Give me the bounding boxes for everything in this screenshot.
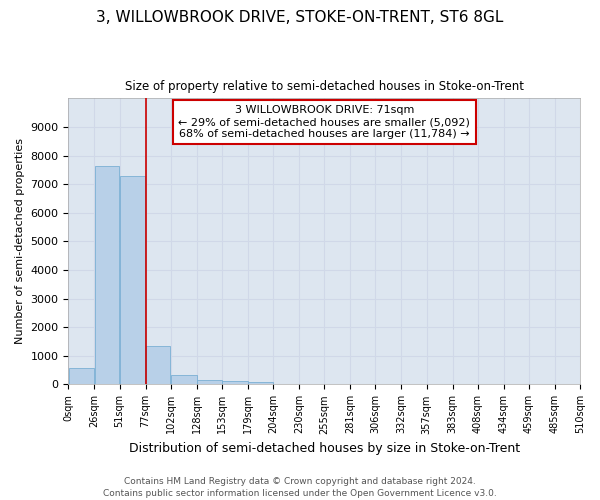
Bar xyxy=(68,368,94,384)
Text: 3, WILLOWBROOK DRIVE, STOKE-ON-TRENT, ST6 8GL: 3, WILLOWBROOK DRIVE, STOKE-ON-TRENT, ST… xyxy=(97,10,503,25)
Bar xyxy=(248,382,273,384)
Bar xyxy=(222,382,248,384)
Bar xyxy=(120,176,145,384)
Y-axis label: Number of semi-detached properties: Number of semi-detached properties xyxy=(15,138,25,344)
Bar xyxy=(171,374,197,384)
Bar xyxy=(95,166,119,384)
Title: Size of property relative to semi-detached houses in Stoke-on-Trent: Size of property relative to semi-detach… xyxy=(125,80,524,93)
Bar xyxy=(197,380,221,384)
Text: 3 WILLOWBROOK DRIVE: 71sqm
← 29% of semi-detached houses are smaller (5,092)
68%: 3 WILLOWBROOK DRIVE: 71sqm ← 29% of semi… xyxy=(178,106,470,138)
X-axis label: Distribution of semi-detached houses by size in Stoke-on-Trent: Distribution of semi-detached houses by … xyxy=(128,442,520,455)
Text: Contains HM Land Registry data © Crown copyright and database right 2024.
Contai: Contains HM Land Registry data © Crown c… xyxy=(103,476,497,498)
Bar xyxy=(146,346,170,385)
